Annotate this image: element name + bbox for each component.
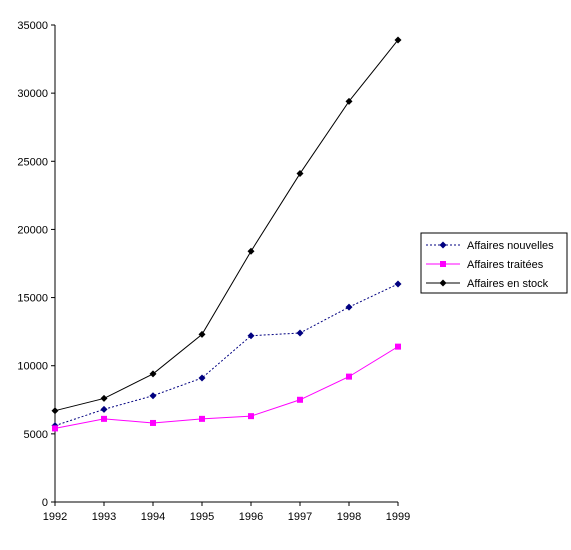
data-point (100, 405, 108, 413)
axes: 0 5000 10000 15000 20000 25000 30000 35000 1992 1… (17, 20, 410, 523)
legend-label: Affaires traitées (467, 259, 544, 271)
y-tick-label: 35000 (17, 20, 48, 32)
data-point (247, 247, 255, 255)
series-line (54, 346, 399, 429)
data-point (394, 36, 402, 44)
series-line (54, 39, 399, 412)
data-point (345, 303, 353, 311)
legend-item: Affaires nouvelles (426, 240, 554, 252)
legend-item: Affaires traitées (426, 259, 544, 271)
legend-label: Affaires en stock (467, 278, 549, 290)
data-point (100, 394, 108, 402)
x-tick-label: 1995 (190, 511, 214, 523)
y-tick-label: 30000 (17, 88, 48, 100)
series-layer (51, 36, 402, 432)
data-point (150, 419, 156, 426)
y-tick-label: 25000 (17, 156, 48, 168)
data-point (345, 97, 353, 105)
x-tick-label: 1997 (288, 511, 312, 523)
series-1 (51, 280, 402, 430)
y-tick-label: 10000 (17, 361, 48, 373)
x-tick-label: 1996 (239, 511, 263, 523)
y-tick-label: 20000 (17, 224, 48, 236)
y-tick-label: 15000 (17, 293, 48, 305)
series-2 (52, 343, 401, 432)
data-point (394, 280, 402, 288)
legend-marker (440, 261, 446, 267)
data-point (346, 373, 352, 380)
data-point (149, 370, 157, 378)
legend-item: Affaires en stock (426, 278, 549, 290)
legend-marker (439, 279, 447, 287)
y-tick-label: 5000 (24, 429, 48, 441)
legend-label: Affaires nouvelles (467, 240, 554, 252)
x-tick-label: 1994 (141, 511, 165, 523)
x-tick-label: 1992 (43, 511, 67, 523)
data-point (395, 343, 401, 350)
data-point (248, 413, 254, 420)
data-point (247, 332, 255, 340)
data-point (198, 330, 206, 338)
data-point (296, 170, 304, 178)
data-point (296, 329, 304, 337)
data-point (101, 415, 107, 422)
series-3 (51, 36, 402, 415)
y-tick-label: 0 (42, 497, 48, 509)
legend-marker (439, 241, 447, 249)
x-tick-label: 1993 (92, 511, 116, 523)
legend: Affaires nouvelles Affaires traitées Affai… (420, 232, 568, 294)
x-tick-label: 1999 (386, 511, 410, 523)
data-point (199, 415, 205, 422)
series-line (54, 283, 399, 427)
x-tick-label: 1998 (337, 511, 361, 523)
data-point (198, 374, 206, 382)
data-point (149, 392, 157, 400)
data-point (52, 425, 58, 432)
data-point (297, 396, 303, 403)
data-point (51, 407, 59, 415)
